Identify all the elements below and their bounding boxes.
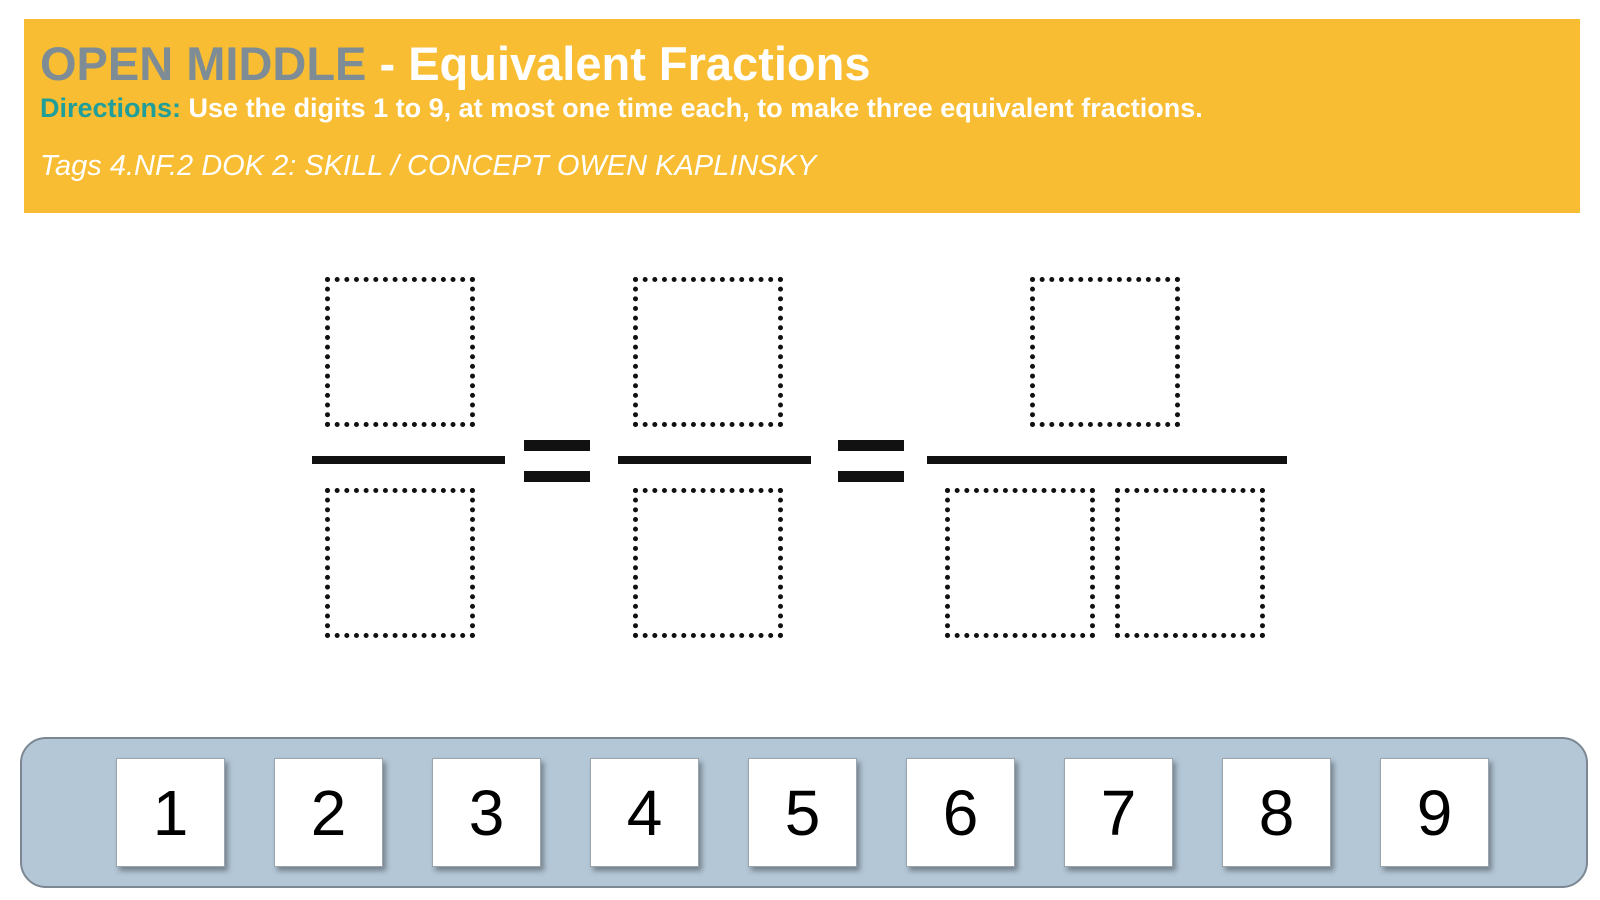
digit-tile-4[interactable]: 4 (590, 758, 699, 867)
fraction-3-denominator-tens-slot[interactable] (945, 488, 1095, 638)
directions-text: Use the digits 1 to 9, at most one time … (181, 93, 1203, 123)
fraction-1-bar (312, 456, 505, 464)
digit-tile-2[interactable]: 2 (274, 758, 383, 867)
fraction-2-bar (618, 456, 811, 464)
fraction-3-bar (927, 456, 1287, 464)
tags-line: Tags 4.NF.2 DOK 2: SKILL / CONCEPT OWEN … (40, 150, 817, 182)
header-banner: OPEN MIDDLE - Equivalent Fractions Direc… (24, 19, 1580, 213)
equals-sign-2 (838, 440, 904, 484)
brand-label: OPEN MIDDLE (40, 37, 367, 90)
page-title: OPEN MIDDLE - Equivalent Fractions (40, 37, 1564, 91)
fraction-2-denominator-slot[interactable] (633, 488, 783, 638)
equals-bar (838, 440, 904, 451)
digit-tile-3[interactable]: 3 (432, 758, 541, 867)
digit-tile-9[interactable]: 9 (1380, 758, 1489, 867)
equals-bar (524, 440, 590, 451)
fraction-1-denominator-slot[interactable] (325, 488, 475, 638)
title-text: - Equivalent Fractions (366, 37, 871, 90)
equals-bar (524, 471, 590, 482)
digit-tile-8[interactable]: 8 (1222, 758, 1331, 867)
digit-tile-5[interactable]: 5 (748, 758, 857, 867)
equals-sign-1 (524, 440, 590, 484)
fraction-3-numerator-slot[interactable] (1030, 277, 1180, 427)
digit-tile-1[interactable]: 1 (116, 758, 225, 867)
equals-bar (838, 471, 904, 482)
fraction-1-numerator-slot[interactable] (325, 277, 475, 427)
directions: Directions: Use the digits 1 to 9, at mo… (40, 91, 1564, 125)
fraction-2-numerator-slot[interactable] (633, 277, 783, 427)
digit-tile-6[interactable]: 6 (906, 758, 1015, 867)
directions-label: Directions: (40, 93, 182, 123)
digit-tile-7[interactable]: 7 (1064, 758, 1173, 867)
fraction-3-denominator-ones-slot[interactable] (1115, 488, 1265, 638)
